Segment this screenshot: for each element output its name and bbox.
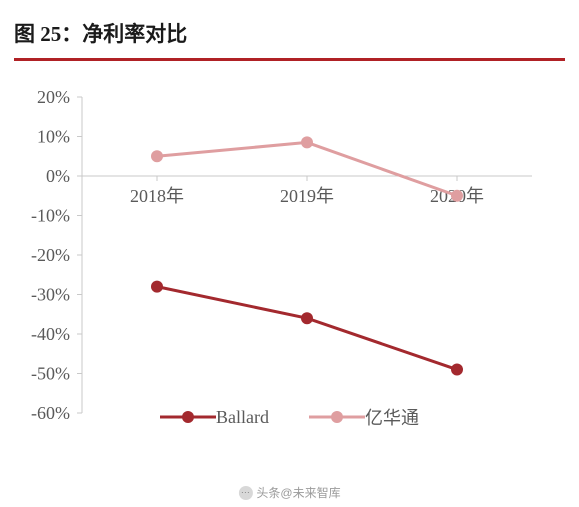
title-rule [14, 58, 565, 61]
x-tick-label: 2018年 [130, 186, 184, 206]
watermark-icon: ⋯ [238, 486, 252, 500]
y-tick-label: -50% [31, 364, 70, 384]
x-tick-label: 2019年 [280, 186, 334, 206]
chart-title: 图 25：净利率对比 [14, 22, 187, 46]
y-tick-label: 20% [37, 87, 70, 107]
legend-swatch [309, 409, 365, 425]
y-tick-label: 10% [37, 127, 70, 147]
watermark-text: 头条@未来智库 [256, 484, 340, 501]
y-tick-label: -40% [31, 324, 70, 344]
series-line [157, 287, 457, 370]
legend-label: 亿华通 [365, 404, 419, 430]
series-marker [301, 312, 313, 324]
legend-item: 亿华通 [309, 404, 419, 430]
figure-container: 图 25：净利率对比 20%10%0%-10%-20%-30%-40%-50%-… [0, 0, 579, 507]
legend-label: Ballard [216, 407, 269, 428]
chart-area: 20%10%0%-10%-20%-30%-40%-50%-60%2018年201… [12, 83, 555, 448]
series-marker [451, 364, 463, 376]
y-tick-label: -10% [31, 206, 70, 226]
legend-item: Ballard [160, 407, 269, 428]
title-bar: 图 25：净利率对比 [0, 0, 579, 58]
series-marker [151, 281, 163, 293]
series-marker [301, 136, 313, 148]
line-chart-svg: 20%10%0%-10%-20%-30%-40%-50%-60%2018年201… [12, 83, 542, 443]
legend-swatch [160, 409, 216, 425]
series-marker [151, 150, 163, 162]
watermark: ⋯ 头条@未来智库 [238, 484, 340, 501]
y-tick-label: 0% [46, 166, 70, 186]
series-marker [451, 190, 463, 202]
y-tick-label: -30% [31, 285, 70, 305]
y-tick-label: -20% [31, 245, 70, 265]
legend: Ballard 亿华通 [0, 404, 579, 430]
